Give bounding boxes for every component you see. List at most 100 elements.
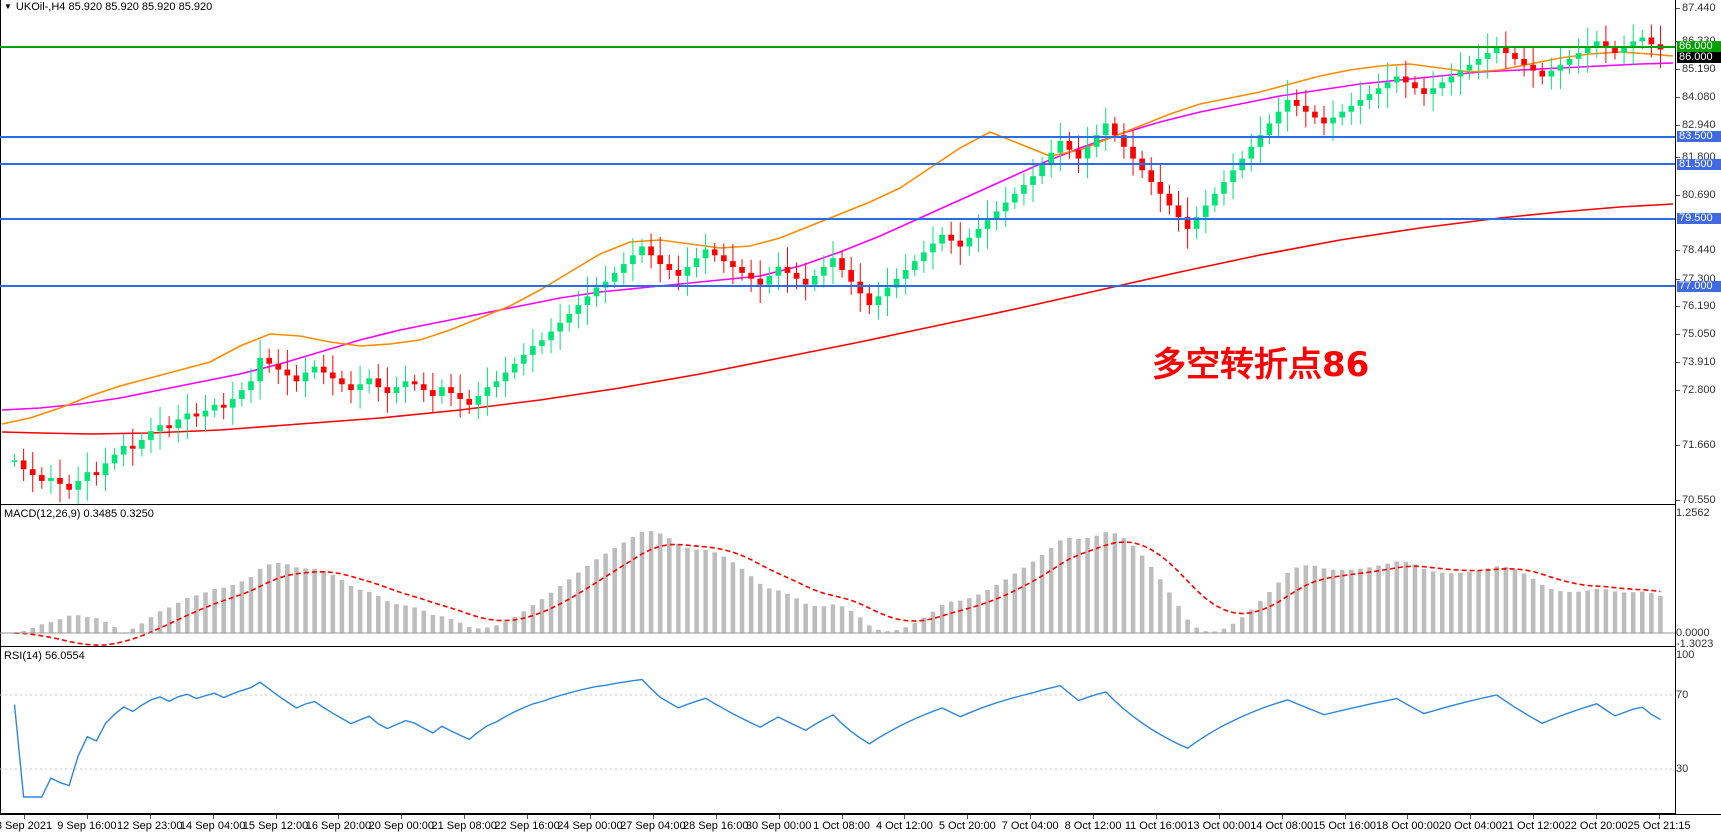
time-tick xyxy=(1470,815,1472,819)
time-tick xyxy=(967,815,969,819)
triangle-down-icon[interactable]: ▼ xyxy=(4,2,12,11)
time-tick xyxy=(1344,815,1346,819)
rsi-panel: RSI(14) 56.0554 xyxy=(0,647,1675,814)
time-tick xyxy=(1407,815,1409,819)
time-tick xyxy=(1533,815,1535,819)
macd-series-layer xyxy=(0,531,1675,646)
level-badge-77[interactable]: 77.000 xyxy=(1677,281,1721,292)
level-badge-86[interactable]: 86.000 xyxy=(1677,41,1721,52)
time-axis[interactable]: 8 Sep 2021 9 Sep 16:00 12 Sep 23:00 14 Sep … xyxy=(0,814,1721,837)
rsi-scale-tick: 30 xyxy=(1676,763,1689,775)
time-axis-label: 20 Oct 04:00 xyxy=(1438,820,1502,832)
time-axis-label: 14 Sep 04:00 xyxy=(179,820,246,832)
time-axis-label: 20 Sep 00:00 xyxy=(368,820,435,832)
time-axis-label: 24 Sep 00:00 xyxy=(557,820,623,832)
time-axis-label: 12 Sep 23:00 xyxy=(117,820,183,832)
time-tick xyxy=(715,815,717,819)
time-axis-label: 11 Oct 16:00 xyxy=(1124,820,1188,832)
time-axis-label: 5 Oct 20:00 xyxy=(938,820,996,832)
time-axis-label: 30 Sep 00:00 xyxy=(745,820,812,832)
level-badge-83-5[interactable]: 83.500 xyxy=(1677,131,1721,142)
macd-panel-left-axis xyxy=(0,505,1,646)
price-annotation: 多空转折点86 xyxy=(1152,345,1370,385)
time-axis-label: 7 Oct 04:00 xyxy=(1001,820,1059,832)
time-axis-label: 1 Oct 08:00 xyxy=(813,820,870,832)
time-tick xyxy=(904,815,906,819)
scale-tick: 84.080 xyxy=(1676,92,1721,103)
time-axis-label: 8 Sep 2021 xyxy=(0,820,53,832)
scale-tick: 72.800 xyxy=(1676,385,1721,396)
rsi-series-layer xyxy=(0,678,1675,798)
macd-scale-tick: -1.3023 xyxy=(1676,638,1714,650)
rsi-indicator-label: RSI(14) 56.0554 xyxy=(4,650,85,662)
time-axis-label: 21 Oct 12:00 xyxy=(1501,820,1565,832)
time-tick xyxy=(1659,815,1660,819)
time-tick xyxy=(778,815,780,819)
time-axis-label: 4 Oct 12:00 xyxy=(875,820,933,832)
macd-scale-tick: 0.0000 xyxy=(1676,627,1710,639)
time-tick xyxy=(1218,815,1220,819)
time-axis-label: 27 Sep 04:00 xyxy=(620,820,686,832)
time-axis-label: 21 Sep 08:00 xyxy=(431,820,497,832)
time-tick xyxy=(464,815,466,819)
time-axis-label: 9 Sep 16:00 xyxy=(57,820,117,832)
level-line-83-5[interactable] xyxy=(0,136,1675,138)
time-axis-label: 25 Oct 21:15 xyxy=(1627,820,1691,832)
scale-tick: 71.660 xyxy=(1676,440,1721,451)
time-tick xyxy=(86,815,88,819)
scale-tick: 82.940 xyxy=(1676,120,1721,131)
time-tick xyxy=(1030,815,1032,819)
time-tick xyxy=(149,815,151,819)
macd-scale-tick: 1.2562 xyxy=(1676,507,1710,519)
time-tick xyxy=(1093,815,1095,819)
scale-tick: 73.910 xyxy=(1676,357,1721,368)
chart-header: ▼ UKOil-,H4 85.920 85.920 85.920 85.920 xyxy=(0,0,1721,14)
time-axis-label: 13 Oct 00:00 xyxy=(1187,820,1251,832)
rsi-scale-tick: 100 xyxy=(1676,649,1695,661)
time-tick xyxy=(275,815,277,819)
symbol-info-label: UKOil-,H4 85.920 85.920 85.920 85.920 xyxy=(15,1,213,13)
level-line-81-5[interactable] xyxy=(0,163,1675,165)
time-axis-label: 28 Sep 16:00 xyxy=(682,820,749,832)
rsi-panel-left-axis xyxy=(0,647,1,813)
scale-tick: 76.190 xyxy=(1676,301,1721,312)
time-tick xyxy=(527,815,529,819)
level-line-86[interactable] xyxy=(0,46,1675,48)
macd-indicator-label: MACD(12,26,9) 0.3485 0.3250 xyxy=(4,508,154,520)
scale-tick: 81.800 xyxy=(1676,152,1721,163)
time-tick xyxy=(589,815,591,819)
scale-tick: 75.050 xyxy=(1676,329,1721,340)
price-panel-left-axis xyxy=(0,0,1,504)
time-tick xyxy=(1596,815,1598,819)
time-axis-label: 16 Sep 20:00 xyxy=(305,820,372,832)
time-tick xyxy=(1155,815,1157,819)
time-tick xyxy=(24,815,25,819)
price-series-layer xyxy=(1,24,1674,505)
level-badge-79-5[interactable]: 79.500 xyxy=(1677,213,1721,224)
scale-tick: 85.190 xyxy=(1676,64,1721,75)
macd-panel: MACD(12,26,9) 0.3485 0.3250 xyxy=(0,505,1675,647)
scale-tick: 80.690 xyxy=(1676,190,1721,201)
time-tick xyxy=(401,815,403,819)
time-tick xyxy=(1281,815,1283,819)
scale-tick: 78.440 xyxy=(1676,245,1721,256)
price-scale-axis[interactable]: 87.440 86.330 85.190 84.080 82.940 81.80… xyxy=(1675,0,1721,814)
time-tick xyxy=(841,815,843,819)
level-line-79-5[interactable] xyxy=(0,218,1675,220)
price-panel: 多空转折点86 xyxy=(0,0,1675,505)
level-line-77[interactable] xyxy=(0,285,1675,287)
level-badge-81-5[interactable]: 81.500 xyxy=(1677,159,1721,170)
scale-tick: 87.440 xyxy=(1676,3,1721,14)
scale-tick: 70.550 xyxy=(1676,495,1721,506)
time-axis-label: 8 Oct 12:00 xyxy=(1064,820,1122,832)
last-price-badge: 86.000 xyxy=(1677,52,1721,63)
time-axis-label: 18 Oct 00:00 xyxy=(1375,820,1439,832)
time-axis-label: 15 Sep 12:00 xyxy=(242,820,309,832)
time-tick xyxy=(652,815,654,819)
scale-tick: 77.300 xyxy=(1676,274,1721,285)
time-axis-label: 15 Oct 16:00 xyxy=(1313,820,1377,832)
time-axis-label: 22 Oct 20:00 xyxy=(1564,820,1628,832)
rsi-scale-tick: 70 xyxy=(1676,689,1689,701)
time-axis-label: 14 Oct 08:00 xyxy=(1250,820,1314,832)
